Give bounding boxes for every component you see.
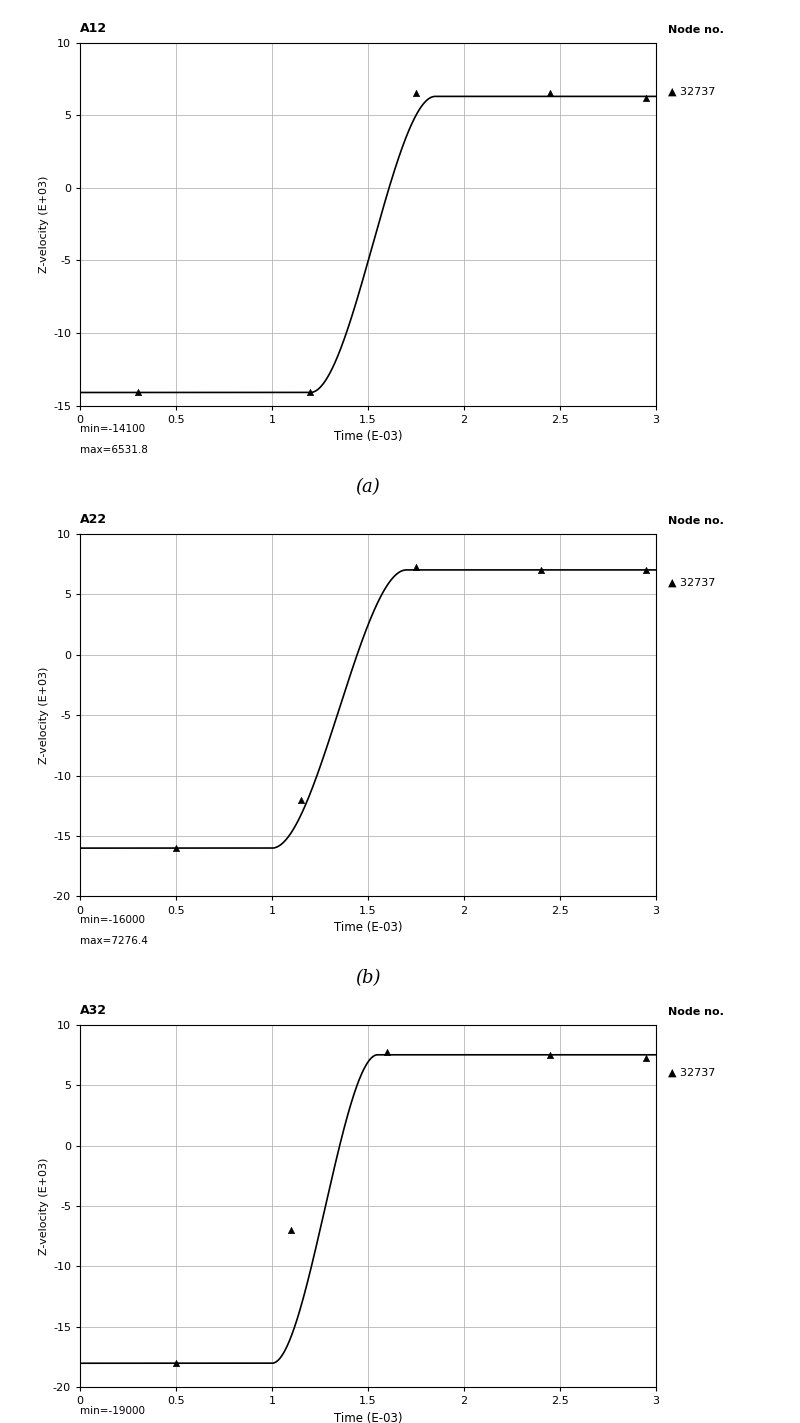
- Point: [640, 87, 653, 110]
- Text: (b): (b): [355, 969, 381, 988]
- Point: [170, 1352, 182, 1375]
- Text: min=-19000: min=-19000: [80, 1406, 145, 1416]
- Text: A22: A22: [80, 514, 107, 527]
- Point: [410, 83, 422, 105]
- Text: Node no.: Node no.: [667, 517, 723, 527]
- Text: ▲ 32737: ▲ 32737: [667, 1069, 715, 1079]
- Point: [131, 381, 144, 404]
- Text: (a): (a): [356, 478, 380, 497]
- Text: max=6531.8: max=6531.8: [80, 445, 148, 455]
- X-axis label: Time (E-03): Time (E-03): [334, 921, 402, 933]
- Point: [640, 559, 653, 582]
- Point: [381, 1042, 394, 1064]
- Text: A12: A12: [80, 23, 107, 36]
- Point: [544, 1043, 557, 1066]
- Point: [410, 556, 422, 579]
- Point: [304, 381, 317, 404]
- Text: A32: A32: [80, 1005, 107, 1017]
- Point: [640, 1047, 653, 1070]
- Point: [294, 788, 307, 811]
- Text: Node no.: Node no.: [667, 26, 723, 36]
- Text: Node no.: Node no.: [667, 1007, 723, 1017]
- Y-axis label: Z-velocity (E+03): Z-velocity (E+03): [39, 175, 49, 273]
- Y-axis label: Z-velocity (E+03): Z-velocity (E+03): [38, 1157, 49, 1255]
- Text: min=-16000: min=-16000: [80, 915, 145, 925]
- Text: ▲ 32737: ▲ 32737: [667, 87, 715, 97]
- Y-axis label: Z-velocity (E+03): Z-velocity (E+03): [38, 666, 49, 764]
- Text: ▲ 32737: ▲ 32737: [667, 578, 715, 588]
- X-axis label: Time (E-03): Time (E-03): [334, 1412, 402, 1423]
- Point: [534, 559, 547, 582]
- Point: [285, 1218, 298, 1241]
- Point: [170, 837, 182, 859]
- X-axis label: Time (E-03): Time (E-03): [334, 430, 402, 443]
- Text: min=-14100: min=-14100: [80, 424, 145, 434]
- Text: max=7276.4: max=7276.4: [80, 936, 148, 946]
- Point: [544, 83, 557, 105]
